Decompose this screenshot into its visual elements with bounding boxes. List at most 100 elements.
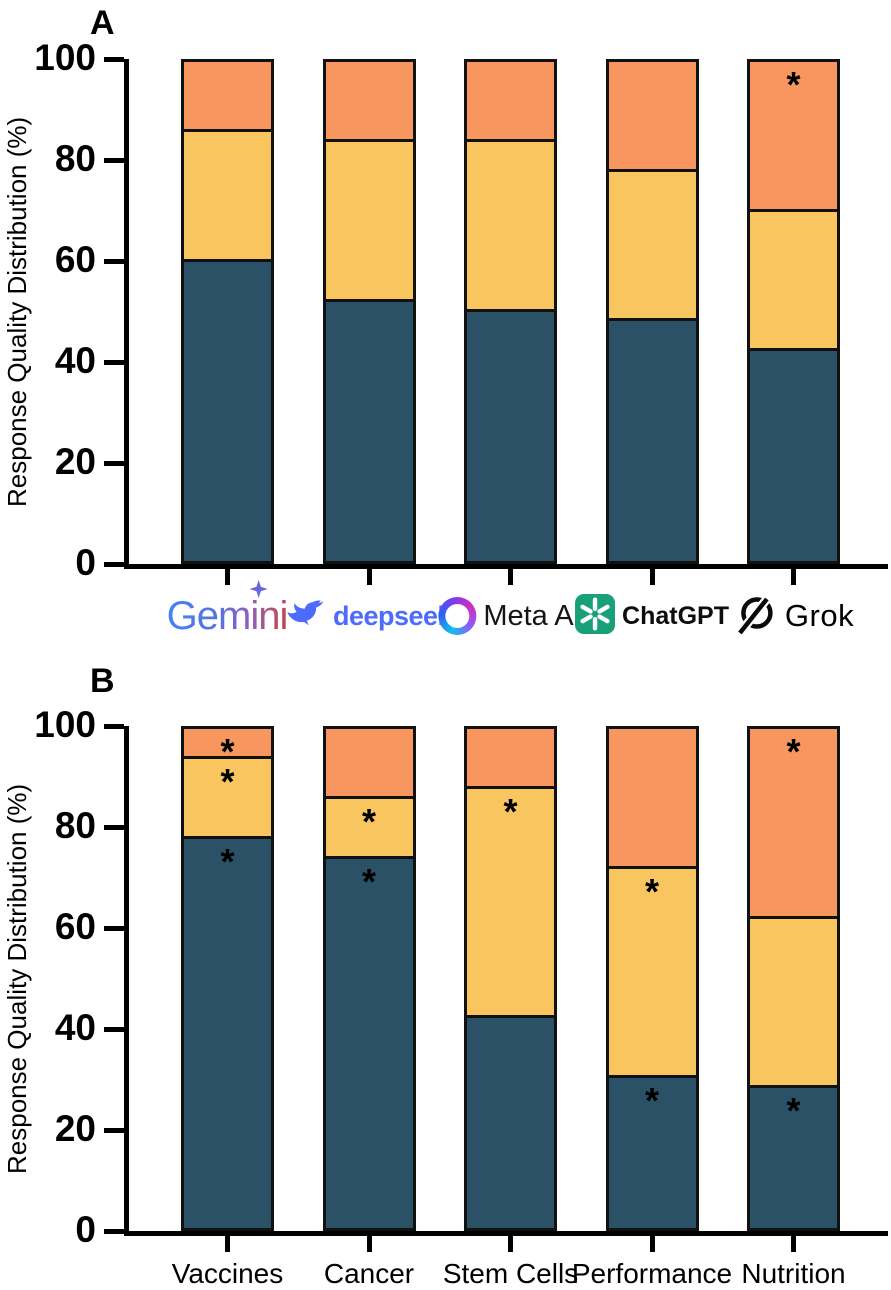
y-tick-label: 40 — [54, 340, 96, 381]
meta-ai-logo-text: Meta AI — [483, 599, 582, 632]
bar-segment-segment-middle: * — [608, 868, 696, 1079]
x-tick — [649, 569, 655, 585]
deepseek-whale-icon — [286, 599, 326, 634]
bar-segment-segment-middle — [608, 171, 696, 322]
y-tick — [104, 57, 124, 62]
x-tick — [649, 1236, 655, 1252]
significance-asterisk: * — [786, 731, 801, 773]
bar-segment-segment-bottom: * — [184, 838, 271, 1228]
bar-segment-segment-bottom — [467, 311, 554, 561]
y-tick — [104, 562, 124, 567]
significance-asterisk: * — [786, 64, 801, 106]
bar-segment-segment-middle: * — [184, 758, 271, 839]
stacked-bar-chatgpt — [605, 59, 699, 564]
bar-segment-segment-top — [325, 729, 413, 799]
significance-asterisk: * — [361, 800, 376, 842]
meta-ai-logo: Meta AI — [438, 590, 582, 642]
bar-segment-segment-middle: * — [325, 798, 413, 859]
y-tick-label: 0 — [75, 1209, 96, 1250]
bar-segment-segment-bottom — [467, 1018, 554, 1228]
significance-asterisk: * — [220, 731, 235, 773]
bar-segment-segment-bottom — [608, 321, 696, 561]
stacked-bar-meta-ai — [464, 59, 557, 564]
y-tick-label: 100 — [34, 37, 96, 78]
bar-segment-segment-middle — [750, 211, 837, 352]
y-tick-label: 20 — [54, 441, 96, 482]
category-label: Nutrition — [741, 1258, 846, 1289]
y-tick-label: 40 — [54, 1007, 96, 1048]
y-tick-label: 80 — [54, 138, 96, 179]
y-tick-label: 80 — [54, 805, 96, 846]
bar-segment-segment-middle — [467, 141, 554, 312]
significance-asterisk: * — [361, 860, 376, 902]
y-tick-label: 20 — [54, 1108, 96, 1149]
stacked-bar-deepseek — [322, 59, 416, 564]
deepseek-logo-text: deepseek — [332, 600, 453, 631]
bar-segment-segment-middle — [750, 918, 837, 1089]
plot-a: 0 20 40 60 80 100 * — [34, 37, 888, 585]
y-tick — [104, 1128, 124, 1133]
y-tick-label: 60 — [54, 239, 96, 280]
y-tick — [104, 461, 124, 466]
y-tick-label: 0 — [75, 542, 96, 583]
bar-segment-segment-top — [467, 62, 554, 142]
grok-icon — [734, 592, 778, 641]
y-tick — [104, 825, 124, 830]
stacked-bar-nutrition: * * — [747, 726, 840, 1231]
stacked-bar-cancer: * * — [322, 726, 416, 1231]
model-logos-row: Gemini deepseek — [0, 580, 891, 646]
x-tick — [791, 1236, 796, 1252]
stacked-bar-gemini — [181, 59, 274, 564]
significance-asterisk: * — [644, 870, 659, 912]
bar-segment-segment-top — [608, 729, 696, 869]
significance-asterisk: * — [786, 1090, 801, 1132]
y-tick — [104, 158, 124, 163]
bar-segment-segment-top: * — [750, 62, 837, 212]
y-tick — [104, 259, 124, 264]
stacked-bar-grok: * — [747, 59, 840, 564]
x-axis-line — [124, 1231, 888, 1236]
x-tick — [791, 569, 796, 585]
bar-segment-segment-bottom — [184, 261, 271, 561]
grok-logo-text: Grok — [784, 598, 855, 633]
bar-segment-segment-bottom — [325, 301, 413, 561]
bar-segment-segment-top: * — [750, 729, 837, 919]
significance-asterisk: * — [220, 760, 235, 802]
y-axis-line — [124, 59, 129, 569]
x-tick — [508, 1236, 513, 1252]
y-tick-label: 100 — [34, 704, 96, 745]
plot-b: 0 20 40 60 80 100 * * * Vaccines * * Cancer * Stem Cel… — [0, 648, 891, 1289]
grok-logo: Grok — [734, 590, 854, 642]
panel-b: B Response Quality Distribution (%) 0 20 4… — [0, 648, 891, 1289]
bar-segment-segment-middle — [325, 141, 413, 302]
panel-a: A Response Quality Distribution (%) 0 20 4… — [0, 4, 891, 646]
bar-segment-segment-top — [608, 62, 696, 172]
x-axis-line — [124, 564, 888, 569]
x-tick — [508, 569, 513, 585]
x-tick — [366, 569, 372, 585]
bar-segment-segment-middle — [184, 131, 271, 262]
panel-b-label: B — [90, 662, 115, 700]
chatgpt-logo: ChatGPT — [575, 590, 729, 642]
stacked-bar-vaccines: * * * — [181, 726, 274, 1231]
chatgpt-logo-text: ChatGPT — [622, 601, 729, 630]
bar-segment-segment-top — [467, 729, 554, 789]
x-tick — [366, 1236, 372, 1252]
bar-segment-segment-bottom: * — [608, 1078, 696, 1228]
significance-asterisk: * — [220, 840, 235, 882]
stacked-bar-stem-cells: * — [464, 726, 557, 1231]
y-tick — [104, 1027, 124, 1032]
y-tick-label: 60 — [54, 906, 96, 947]
y-axis-line — [124, 726, 129, 1236]
deepseek-logo: deepseek — [286, 590, 453, 642]
gemini-logo: Gemini — [167, 580, 288, 642]
bar-segment-segment-top — [325, 62, 413, 142]
x-tick — [225, 569, 230, 585]
bar-segment-segment-bottom: * — [750, 1088, 837, 1228]
bar-segment-segment-top: * — [184, 729, 271, 770]
bar-segment-segment-middle: * — [467, 788, 554, 1019]
stacked-bar-performance: * * — [605, 726, 699, 1231]
y-tick — [104, 926, 124, 931]
bar-segment-segment-bottom — [750, 351, 837, 561]
